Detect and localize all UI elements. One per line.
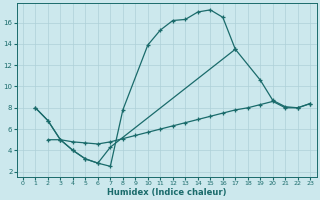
X-axis label: Humidex (Indice chaleur): Humidex (Indice chaleur) xyxy=(107,188,226,197)
